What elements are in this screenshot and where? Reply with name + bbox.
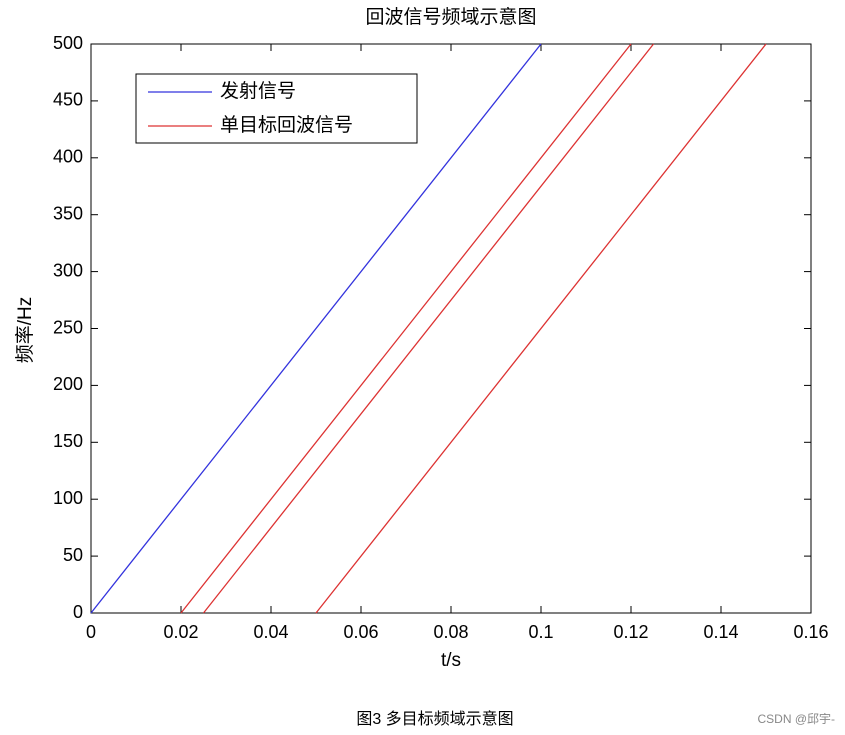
y-tick-label: 150	[53, 431, 83, 451]
y-tick-label: 200	[53, 374, 83, 394]
x-tick-label: 0.12	[613, 622, 648, 642]
legend-label: 发射信号	[220, 80, 296, 102]
x-tick-label: 0	[86, 622, 96, 642]
y-tick-label: 300	[53, 260, 83, 280]
y-tick-label: 450	[53, 90, 83, 110]
caption: 图3 多目标频域示意图	[356, 709, 513, 728]
line-series	[90, 43, 542, 614]
x-tick-label: 0.06	[343, 622, 378, 642]
y-tick-label: 250	[53, 317, 83, 337]
legend-label: 单目标回波信号	[220, 114, 353, 136]
x-tick-label: 0.04	[253, 622, 288, 642]
x-axis-label: t/s	[441, 650, 461, 671]
x-tick-label: 0.02	[163, 622, 198, 642]
y-tick-label: 350	[53, 203, 83, 223]
y-tick-label: 100	[53, 488, 83, 508]
y-tick-label: 500	[53, 33, 83, 53]
legend-box	[135, 73, 418, 144]
chart-title: 回波信号频域示意图	[365, 6, 536, 28]
y-axis-label: 频率/Hz	[14, 297, 36, 364]
y-tick-label: 50	[63, 545, 83, 565]
x-tick-label: 0.1	[528, 622, 553, 642]
x-tick-label: 0.14	[703, 622, 738, 642]
x-tick-label: 0.08	[433, 622, 468, 642]
y-tick-label: 400	[53, 147, 83, 167]
x-tick-label: 0.16	[793, 622, 828, 642]
y-tick-label: 0	[73, 602, 83, 622]
watermark: CSDN @邱宇-	[757, 712, 835, 726]
line-series	[180, 43, 767, 614]
